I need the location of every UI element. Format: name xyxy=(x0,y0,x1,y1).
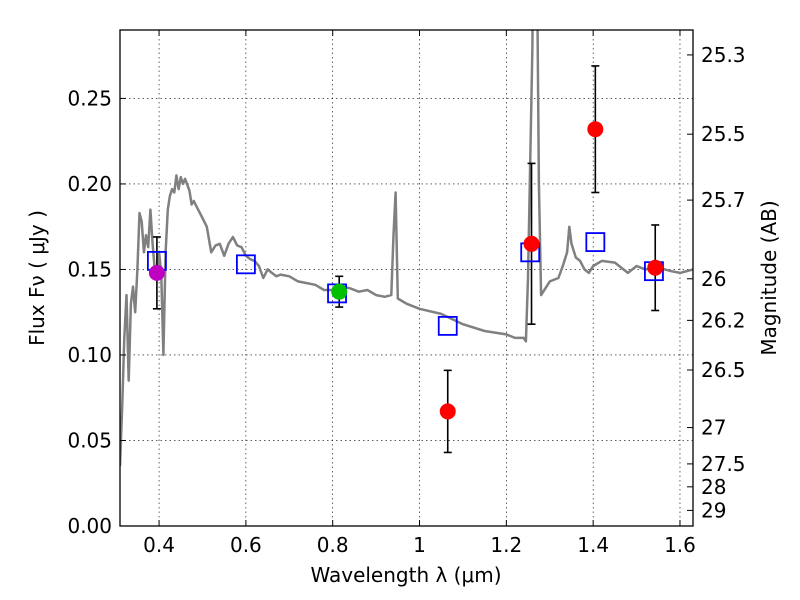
mag-tick-label: 28 xyxy=(701,475,726,499)
mag-tick-label: 25.5 xyxy=(701,122,746,146)
y-tick-label: 0.00 xyxy=(67,514,112,538)
y-tick-label: 0.25 xyxy=(67,86,112,110)
model-band-flux-square xyxy=(235,254,256,275)
mag-tick-label: 29 xyxy=(701,498,726,522)
y-tick-label: 0.10 xyxy=(67,343,112,367)
plot-frame xyxy=(119,29,694,527)
photometry-point xyxy=(587,121,604,138)
y-tick-label: 0.20 xyxy=(67,172,112,196)
x-axis-label: Wavelength λ (μm) xyxy=(310,563,501,587)
mag-tick-label: 25.3 xyxy=(701,43,746,67)
photometry-points-layer xyxy=(148,121,664,420)
y-axis-label: Flux Fν ( μJy ) xyxy=(25,210,49,346)
x-tick-label: 1.2 xyxy=(490,533,522,557)
photometry-point xyxy=(331,283,348,300)
x-tick-label: 1.4 xyxy=(577,533,609,557)
model-band-flux-square xyxy=(585,232,606,252)
axis-ticks: 0.4 0.6 0.8 1 1.2 1.4 1.6 0.00 0.05 0.10 0.15 0.20 0… xyxy=(67,30,746,557)
photometry-point xyxy=(148,264,165,281)
model-band-flux-square xyxy=(437,315,458,336)
x-tick-label: 1 xyxy=(413,533,426,557)
mag-tick-label: 26.5 xyxy=(701,358,746,382)
mag-tick-label: 26.2 xyxy=(701,308,746,332)
mag-tick-label: 27 xyxy=(701,416,726,440)
photometry-point xyxy=(439,403,456,420)
x-tick-label: 0.8 xyxy=(317,533,349,557)
mag-tick-label: 26 xyxy=(701,267,726,291)
photometry-point xyxy=(647,259,664,276)
mag-tick-label: 25.7 xyxy=(701,188,746,212)
photometry-point xyxy=(523,235,540,252)
y-axis-right-label: Magnitude (AB) xyxy=(757,200,781,355)
x-tick-label: 0.6 xyxy=(230,533,262,557)
x-tick-label: 0.4 xyxy=(143,533,175,557)
x-tick-label: 1.6 xyxy=(664,533,696,557)
y-tick-label: 0.15 xyxy=(67,257,112,281)
y-tick-label: 0.05 xyxy=(67,428,112,452)
mag-tick-label: 27.5 xyxy=(701,452,746,476)
